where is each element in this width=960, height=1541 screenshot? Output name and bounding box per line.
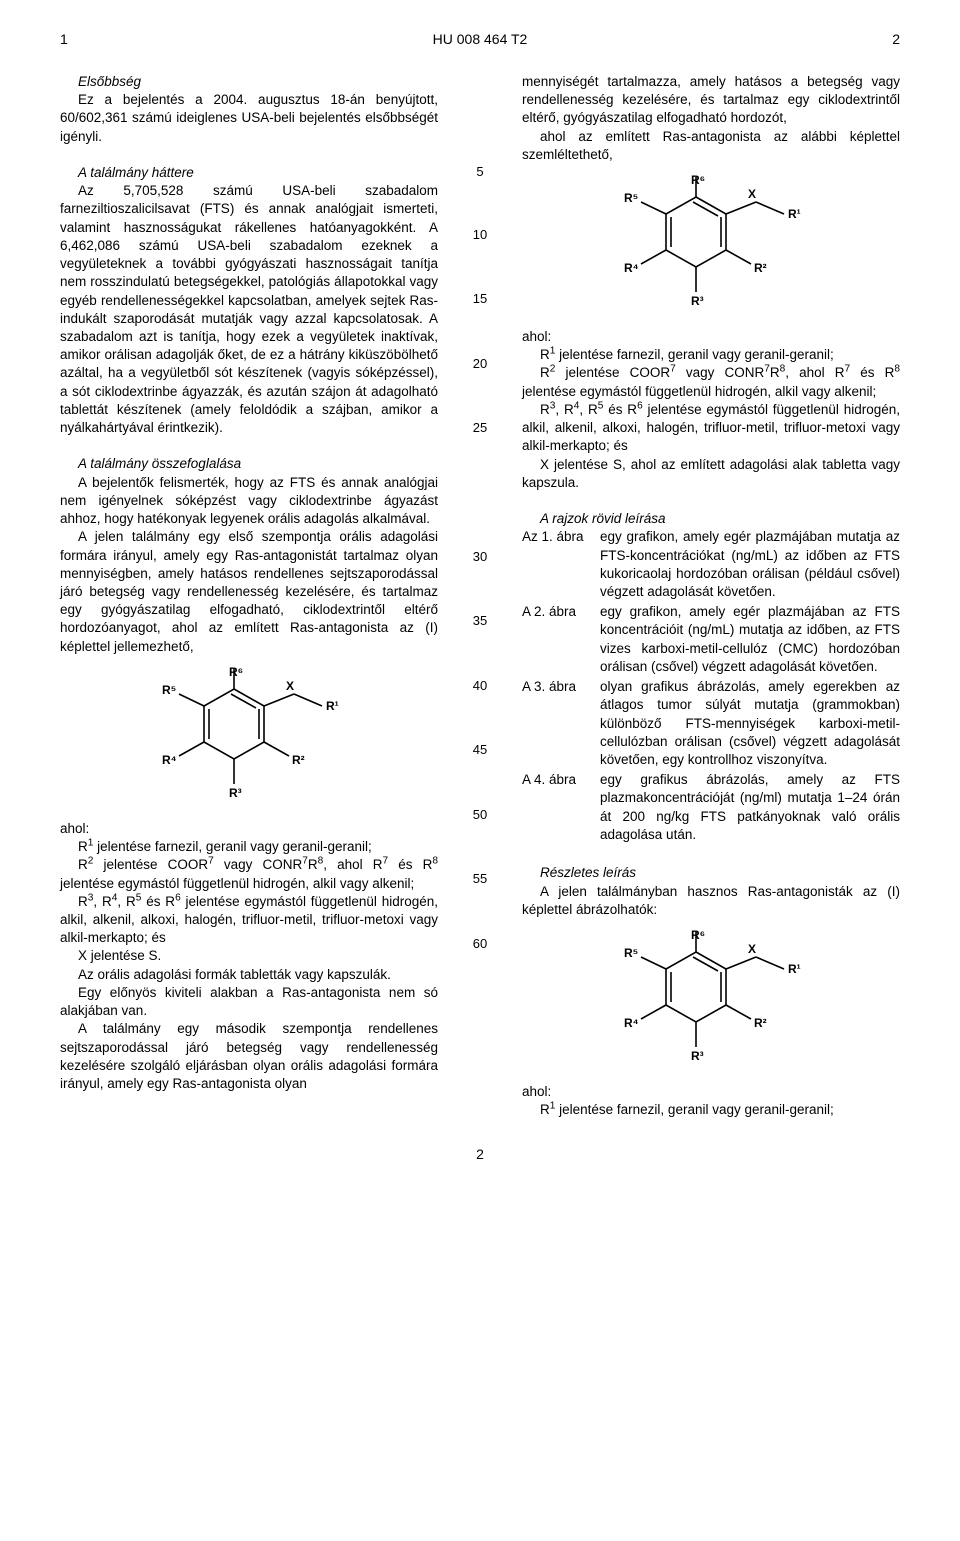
section-heading: Részletes leírás	[522, 864, 900, 882]
molecule-diagram: R⁶ X R¹ R² R³ R⁴ R⁵	[144, 664, 354, 814]
paragraph: A találmány egy második szempontja rende…	[60, 1020, 438, 1093]
label-r1: R¹	[788, 207, 801, 221]
where-label: ahol:	[522, 1083, 900, 1101]
line-no: 35	[466, 612, 494, 630]
paragraph: Ez a bejelentés a 2004. augusztus 18-án …	[60, 91, 438, 146]
label-r5: R⁵	[162, 683, 176, 697]
figure-list: Az 1. ábra egy grafikon, amely egér plaz…	[522, 528, 900, 844]
label-x: X	[748, 942, 756, 956]
label-r3: R³	[691, 294, 704, 308]
label-r2: R²	[754, 1016, 767, 1030]
def-r3-6: R3, R4, R5 és R6 jelentése egymástól füg…	[522, 401, 900, 456]
fig-label: A 4. ábra	[522, 771, 590, 844]
line-no: 50	[466, 806, 494, 824]
label-r6: R⁶	[691, 173, 705, 187]
left-column: Elsőbbség Ez a bejelentés a 2004. augusz…	[60, 73, 438, 1120]
fig-label: A 2. ábra	[522, 603, 590, 676]
fig-desc: olyan grafikus ábrázolás, amely egerekbe…	[600, 678, 900, 769]
label-r1: R¹	[788, 962, 801, 976]
line-no: 45	[466, 741, 494, 759]
fig-label: A 3. ábra	[522, 678, 590, 769]
label-r4: R⁴	[624, 1016, 639, 1030]
where-label: ahol:	[60, 820, 438, 838]
page-number: 2	[60, 1145, 900, 1164]
molecule-diagram: R⁶ X R¹ R² R³ R⁴ R⁵	[606, 172, 816, 322]
paragraph: Az 5,705,528 számú USA-beli szabadalom f…	[60, 182, 438, 437]
fig-desc: egy grafikon, amely egér plazmájában az …	[600, 603, 900, 676]
def-r1: R1 jelentése farnezil, geranil vagy gera…	[522, 346, 900, 364]
section-heading: A találmány összefoglalása	[60, 455, 438, 473]
def-r2: R2 jelentése COOR7 vagy CONR7R8, ahol R7…	[522, 364, 900, 400]
label-r4: R⁴	[162, 753, 177, 767]
fig-desc: egy grafikus ábrázolás, amely az FTS pla…	[600, 771, 900, 844]
label-x: X	[748, 187, 756, 201]
paragraph: A jelen találmány egy első szempontja or…	[60, 528, 438, 656]
line-number-gutter: 5 10 15 20 25 30 35 40 45 50 55 60	[466, 73, 494, 1120]
line-no: 5	[466, 163, 494, 181]
def-r2: R2 jelentése COOR7 vagy CONR7R8, ahol R7…	[60, 856, 438, 892]
label-r1: R¹	[326, 699, 339, 713]
def-r1: R1 jelentése farnezil, geranil vagy gera…	[522, 1101, 900, 1119]
label-r3: R³	[691, 1049, 704, 1063]
paragraph: A bejelentők felismerték, hogy az FTS és…	[60, 474, 438, 529]
section-heading: A rajzok rövid leírása	[522, 510, 900, 528]
line-no: 55	[466, 870, 494, 888]
def-x: X jelentése S, ahol az említett adagolás…	[522, 456, 900, 492]
label-r5: R⁵	[624, 946, 638, 960]
paragraph: ahol az említett Ras-antagonista az aláb…	[522, 128, 900, 164]
line-no: 60	[466, 935, 494, 953]
label-x: X	[286, 679, 294, 693]
line-no: 10	[466, 226, 494, 244]
def-x: X jelentése S.	[60, 947, 438, 965]
section-heading: A találmány háttere	[60, 164, 438, 182]
fig-desc: egy grafikon, amely egér plazmájában mut…	[600, 528, 900, 601]
def-r3-6: R3, R4, R5 és R6 jelentése egymástól füg…	[60, 893, 438, 948]
label-r3: R³	[229, 786, 242, 800]
label-r2: R²	[754, 261, 767, 275]
line-no: 25	[466, 419, 494, 437]
paragraph: Egy előnyös kiviteli alakban a Ras-antag…	[60, 984, 438, 1020]
paragraph: mennyiségét tartalmazza, amely hatásos a…	[522, 73, 900, 128]
line-no: 15	[466, 290, 494, 308]
label-r6: R⁶	[229, 665, 243, 679]
paragraph: Az orális adagolási formák tabletták vag…	[60, 966, 438, 984]
line-no: 20	[466, 355, 494, 373]
header-right: 2	[892, 30, 900, 49]
line-no: 30	[466, 548, 494, 566]
molecule-diagram: R⁶ X R¹ R² R³ R⁴ R⁵	[606, 927, 816, 1077]
label-r5: R⁵	[624, 191, 638, 205]
fig-label: Az 1. ábra	[522, 528, 590, 601]
label-r4: R⁴	[624, 261, 639, 275]
where-label: ahol:	[522, 328, 900, 346]
section-heading: Elsőbbség	[60, 73, 438, 91]
label-r2: R²	[292, 753, 305, 767]
header-left: 1	[60, 30, 68, 49]
line-no: 40	[466, 677, 494, 695]
right-column: mennyiségét tartalmazza, amely hatásos a…	[522, 73, 900, 1120]
paragraph: A jelen találmányban hasznos Ras-antagon…	[522, 883, 900, 919]
label-r6: R⁶	[691, 928, 705, 942]
def-r1: R1 jelentése farnezil, geranil vagy gera…	[60, 838, 438, 856]
header-center: HU 008 464 T2	[433, 30, 528, 49]
